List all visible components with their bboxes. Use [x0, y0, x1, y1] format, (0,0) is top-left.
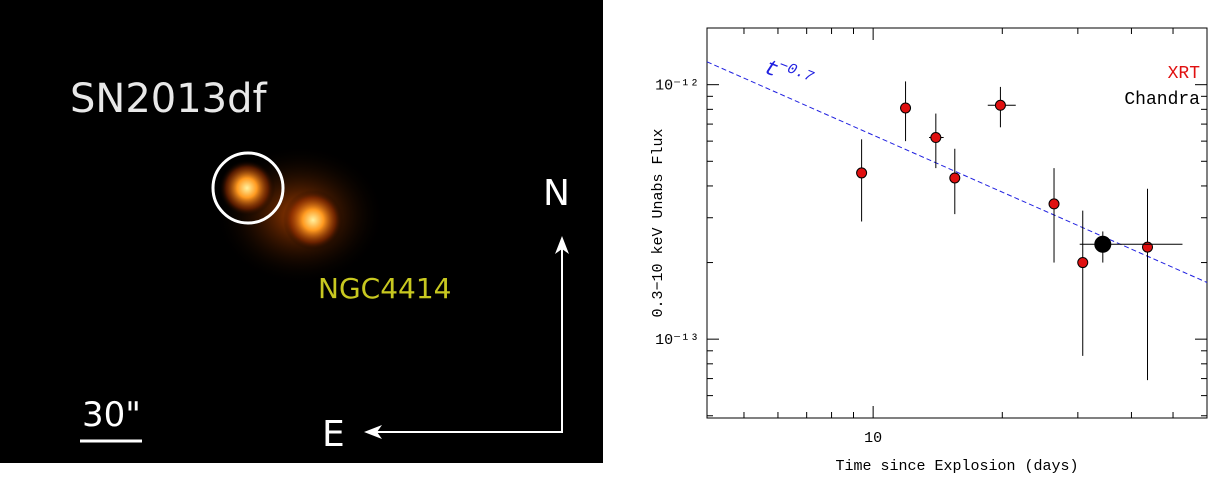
east-arrowhead	[364, 425, 382, 439]
x-axis-label: Time since Explosion (days)	[835, 458, 1078, 475]
data-point	[930, 132, 942, 144]
north-arrowhead	[555, 236, 569, 254]
legend-entry: XRT	[1168, 64, 1201, 84]
galaxy-label: NGC4414	[318, 272, 451, 305]
y-tick-label: 10⁻¹³	[655, 332, 699, 349]
y-tick-label: 10⁻¹²	[655, 78, 699, 95]
compass-lines	[368, 240, 563, 433]
data-point	[994, 99, 1006, 111]
east-label: E	[322, 414, 345, 455]
scale-label: 30"	[82, 395, 141, 435]
north-label: N	[543, 173, 570, 214]
sn-source	[219, 160, 275, 216]
y-axis-label: 0.3−10 keV Unabs Flux	[650, 128, 667, 317]
source-circle	[211, 151, 285, 225]
x-tick-label: 10	[864, 430, 882, 447]
fit-line	[706, 61, 1208, 283]
data-point	[1077, 257, 1089, 269]
legend-entry: Chandra	[1124, 90, 1200, 110]
data-point	[1142, 241, 1154, 253]
galaxy-core	[283, 190, 343, 250]
data-point	[900, 102, 912, 114]
data-point	[1094, 235, 1112, 253]
object-label: SN2013df	[70, 76, 268, 122]
fit-label-exponent: −0.7	[776, 57, 816, 86]
plot-frame	[706, 27, 1208, 419]
chart: 10 10⁻¹² 10⁻¹³ Time since Explosion (days) 0…	[650, 27, 1208, 475]
data-point	[1048, 198, 1060, 210]
data-point	[949, 172, 961, 184]
data-point	[856, 167, 868, 179]
xray-image: SN2013df NGC4414 N E 30"	[0, 0, 603, 463]
